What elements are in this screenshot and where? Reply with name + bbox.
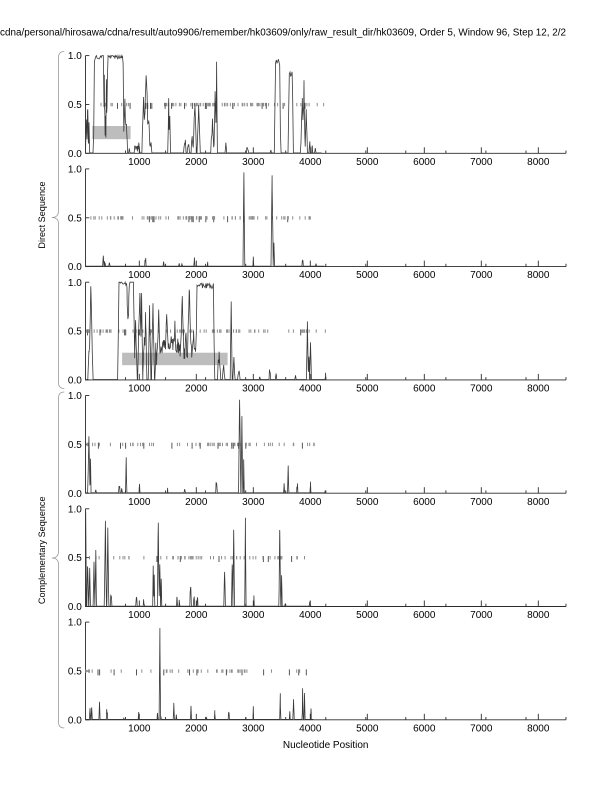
svg-text:5000: 5000 <box>356 610 379 621</box>
svg-text:1.0: 1.0 <box>68 618 82 629</box>
svg-text:7000: 7000 <box>470 723 493 734</box>
svg-text:0.5: 0.5 <box>68 440 82 451</box>
svg-text:3000: 3000 <box>242 157 265 168</box>
svg-text:2000: 2000 <box>185 497 208 508</box>
svg-text:0.5: 0.5 <box>68 100 82 111</box>
svg-text:Nucleotide Position: Nucleotide Position <box>283 740 369 751</box>
svg-text:4000: 4000 <box>299 384 322 395</box>
svg-text:3000: 3000 <box>242 610 265 621</box>
svg-text:0.5: 0.5 <box>68 553 82 564</box>
svg-text:5000: 5000 <box>356 497 379 508</box>
svg-text:0.0: 0.0 <box>68 376 82 387</box>
svg-text:8000: 8000 <box>527 157 550 168</box>
svg-text:4000: 4000 <box>299 157 322 168</box>
svg-text:6000: 6000 <box>413 497 436 508</box>
svg-text:7000: 7000 <box>470 610 493 621</box>
svg-text:2000: 2000 <box>185 157 208 168</box>
svg-text:6000: 6000 <box>413 384 436 395</box>
svg-text:cdna/personal/hirosawa/cdna/re: cdna/personal/hirosawa/cdna/result/auto9… <box>0 27 566 38</box>
svg-text:7000: 7000 <box>470 497 493 508</box>
svg-text:5000: 5000 <box>356 723 379 734</box>
svg-text:0.5: 0.5 <box>68 213 82 224</box>
svg-text:2000: 2000 <box>185 610 208 621</box>
svg-text:4000: 4000 <box>299 610 322 621</box>
svg-text:3000: 3000 <box>242 270 265 281</box>
svg-text:0.5: 0.5 <box>68 327 82 338</box>
svg-text:2000: 2000 <box>185 723 208 734</box>
svg-text:4000: 4000 <box>299 723 322 734</box>
svg-text:1.0: 1.0 <box>68 391 82 402</box>
svg-text:1000: 1000 <box>128 157 151 168</box>
svg-text:8000: 8000 <box>527 270 550 281</box>
svg-text:Complementary Sequence: Complementary Sequence <box>37 496 47 604</box>
svg-text:8000: 8000 <box>527 497 550 508</box>
svg-text:5000: 5000 <box>356 157 379 168</box>
svg-text:6000: 6000 <box>413 723 436 734</box>
svg-text:3000: 3000 <box>242 497 265 508</box>
svg-text:7000: 7000 <box>470 157 493 168</box>
svg-text:1.0: 1.0 <box>68 504 82 515</box>
svg-text:1000: 1000 <box>128 270 151 281</box>
svg-text:8000: 8000 <box>527 610 550 621</box>
svg-text:8000: 8000 <box>527 384 550 395</box>
svg-text:6000: 6000 <box>413 270 436 281</box>
svg-text:4000: 4000 <box>299 497 322 508</box>
svg-text:1000: 1000 <box>128 497 151 508</box>
svg-text:5000: 5000 <box>356 384 379 395</box>
svg-text:2000: 2000 <box>185 270 208 281</box>
svg-text:1.0: 1.0 <box>68 51 82 62</box>
svg-text:0.0: 0.0 <box>68 715 82 726</box>
svg-text:0.0: 0.0 <box>68 149 82 160</box>
svg-text:6000: 6000 <box>413 157 436 168</box>
svg-text:1.0: 1.0 <box>68 165 82 176</box>
svg-text:0.0: 0.0 <box>68 262 82 273</box>
svg-text:3000: 3000 <box>242 723 265 734</box>
svg-text:4000: 4000 <box>299 270 322 281</box>
svg-text:Direct Sequence: Direct Sequence <box>37 181 47 248</box>
svg-text:8000: 8000 <box>527 723 550 734</box>
svg-text:7000: 7000 <box>470 384 493 395</box>
svg-text:3000: 3000 <box>242 384 265 395</box>
svg-text:2000: 2000 <box>185 384 208 395</box>
svg-text:1000: 1000 <box>128 384 151 395</box>
svg-text:5000: 5000 <box>356 270 379 281</box>
svg-text:0.5: 0.5 <box>68 667 82 678</box>
svg-text:1.0: 1.0 <box>68 278 82 289</box>
svg-text:6000: 6000 <box>413 610 436 621</box>
svg-text:0.0: 0.0 <box>68 489 82 500</box>
svg-text:1000: 1000 <box>128 723 151 734</box>
svg-text:0.0: 0.0 <box>68 602 82 613</box>
svg-text:7000: 7000 <box>470 270 493 281</box>
svg-text:1000: 1000 <box>128 610 151 621</box>
